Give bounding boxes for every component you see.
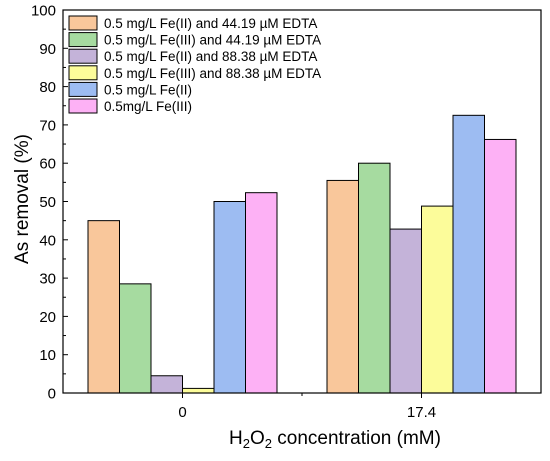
legend-swatch	[68, 48, 98, 64]
bar	[389, 228, 422, 394]
x-tick-label: 17.4	[407, 404, 436, 421]
bar	[87, 220, 120, 394]
bar	[421, 205, 454, 394]
y-tick-label: 100	[31, 3, 56, 20]
bar	[245, 192, 278, 394]
legend-swatch	[68, 15, 98, 31]
y-tick-label: 40	[39, 232, 56, 249]
y-tick-label: 80	[39, 79, 56, 96]
bar	[358, 162, 391, 394]
y-tick-label: 10	[39, 347, 56, 364]
bar	[119, 283, 152, 394]
legend-label: 0.5 mg/L Fe(II) and 44.19 µM EDTA	[104, 16, 317, 31]
x-axis-label: H2O2 concentration (mM)	[185, 428, 485, 451]
legend-label: 0.5 mg/L Fe(III) and 44.19 µM EDTA	[104, 33, 321, 48]
y-tick-label: 70	[39, 117, 56, 134]
x-label-subscript: 2	[264, 436, 273, 451]
x-label-part: concentration (mM)	[272, 428, 441, 449]
legend-swatch	[68, 65, 98, 81]
x-tick-label: 0	[178, 404, 186, 421]
y-tick-label: 90	[39, 41, 56, 58]
x-label-part: H	[229, 428, 243, 449]
bar	[182, 387, 215, 394]
y-tick-label: 50	[39, 194, 56, 211]
x-label-part: O	[250, 428, 265, 449]
legend-label: 0.5 mg/L Fe(II) and 88.38 µM EDTA	[104, 49, 317, 64]
legend-swatch	[68, 98, 98, 114]
y-axis-label: As removal (%)	[12, 134, 33, 264]
legend-swatch	[68, 32, 98, 48]
y-tick-label: 0	[48, 386, 56, 403]
legend-swatch	[68, 81, 98, 97]
bar	[213, 201, 246, 394]
y-tick-label: 60	[39, 156, 56, 173]
y-tick-label: 20	[39, 309, 56, 326]
bar	[484, 138, 517, 394]
legend-label: 0.5mg/L Fe(III)	[104, 99, 192, 114]
bar	[452, 114, 485, 394]
legend-label: 0.5 mg/L Fe(III) and 88.38 µM EDTA	[104, 66, 321, 81]
x-label-subscript: 2	[242, 436, 250, 451]
legend-label: 0.5 mg/L Fe(II)	[104, 82, 192, 97]
bar	[326, 179, 359, 394]
bar	[150, 375, 183, 394]
y-tick-label: 30	[39, 271, 56, 288]
